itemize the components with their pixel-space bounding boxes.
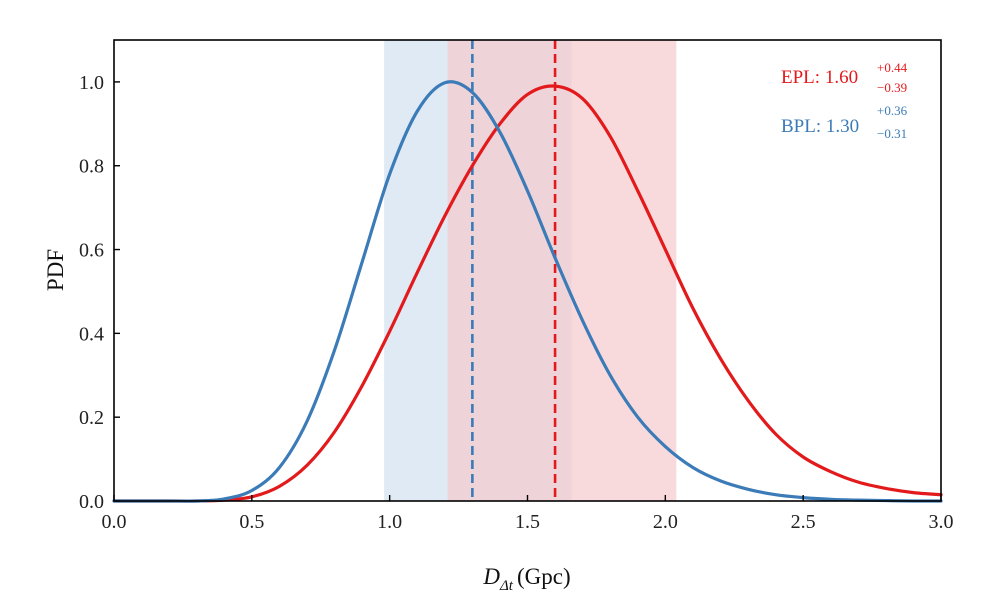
y-tick-label: 0.6 [79,240,104,262]
x-tick-label: 1.0 [377,511,402,533]
legend-bpl: BPL: 1.30 +0.36 −0.31 [781,103,908,141]
y-tick-label: 0.0 [79,491,104,513]
x-tick-label: 2.5 [791,511,816,533]
x-axis-title-main: D [482,564,500,589]
legend-bpl-upper: +0.36 [877,103,908,118]
legend-bpl-main: BPL: 1.30 [781,116,859,137]
y-tick-label: 1.0 [79,72,104,94]
x-tick-label: 1.5 [515,511,540,533]
legend-bpl-median: 1.30 [826,116,859,137]
y-tick-label: 0.2 [79,407,104,429]
y-tick-label: 0.4 [79,323,104,345]
y-axis-title: PDF [43,249,68,291]
legend-epl-lower: −0.39 [877,80,907,95]
legend-epl-median: 1.60 [825,67,858,88]
legend-epl-colon: : [815,67,825,88]
x-tick-label: 0.0 [102,511,127,533]
x-axis-title-subscript: Δt [499,578,514,594]
legend-epl-name: EPL [781,67,815,88]
legend-bpl-colon: : [816,116,826,137]
x-tick-label: 3.0 [929,511,954,533]
bpl-curve [112,80,943,503]
x-tick-label: 0.5 [239,511,264,533]
legend-epl: EPL: 1.60 +0.44 −0.39 [781,60,908,95]
x-axis-title: DΔt (Gpc) [482,564,570,594]
legend-bpl-name: BPL [781,116,816,137]
legend-epl-upper: +0.44 [877,60,908,75]
y-tick-label: 0.8 [79,156,104,178]
x-axis-title-unit: (Gpc) [517,564,571,589]
legend-epl-main: EPL: 1.60 [781,67,858,88]
legend-bpl-lower: −0.31 [877,126,907,141]
x-tick-label: 2.0 [653,511,678,533]
